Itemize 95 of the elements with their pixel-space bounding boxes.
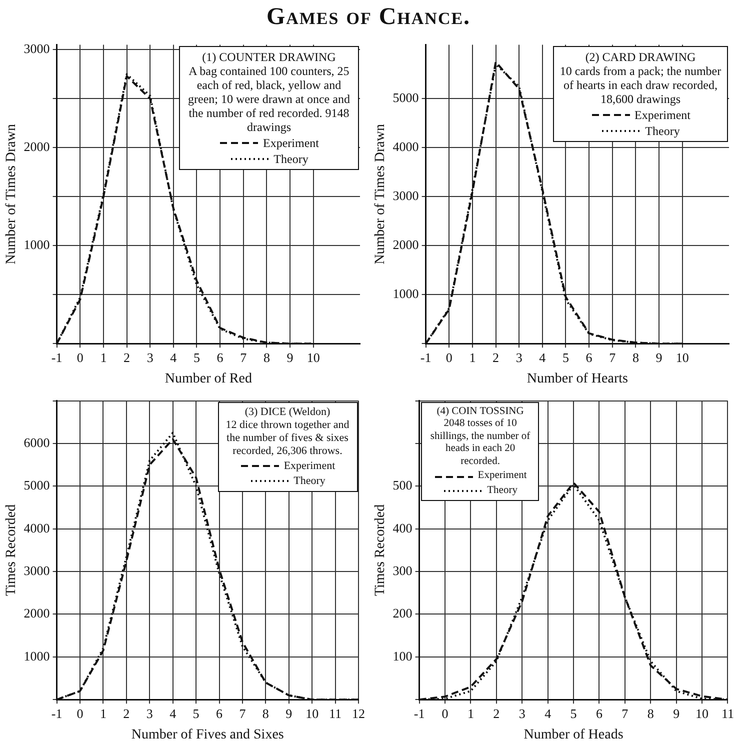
x-tick-label: 7 <box>622 706 629 721</box>
y-tick-label: 1000 <box>392 286 419 302</box>
annotation: (4) COIN TOSSING <box>436 406 525 418</box>
annotation: (2) CARD DRAWING <box>584 50 697 64</box>
x-tick-label: -1 <box>51 706 62 721</box>
x-tick-label: -1 <box>420 350 432 365</box>
x-axis-title: Number of Red <box>164 371 252 386</box>
y-axis-title: Number of Times Drawn <box>4 124 20 264</box>
x-tick-label: 1 <box>467 706 474 721</box>
y-tick-label: 4000 <box>392 139 419 154</box>
y-tick-label: 2000 <box>24 606 50 621</box>
x-tick-label: 8 <box>632 350 639 365</box>
annotation: A bag contained 100 counters, 25 each of red, black, yellow and green; 10 were drawn at once and the number of red recorded. 9148 drawings <box>187 64 351 134</box>
y-tick-label: 5000 <box>24 478 50 493</box>
x-tick-label: 0 <box>76 350 84 365</box>
x-tick-label: 5 <box>193 350 200 365</box>
y-tick-label: 500 <box>392 478 412 493</box>
x-tick-label: 5 <box>570 706 577 721</box>
x-tick-label: 1 <box>469 350 476 365</box>
x-axis-title: Number of Fives and Sixes <box>131 727 284 742</box>
legend-label: Experiment <box>478 470 527 483</box>
y-tick-label: 200 <box>392 606 412 621</box>
x-tick-label: 10 <box>306 706 319 721</box>
x-tick-label: 2 <box>492 350 500 365</box>
x-tick-label: 12 <box>352 706 365 721</box>
y-tick-label: 1000 <box>24 237 50 252</box>
y-tick-label: 2000 <box>392 237 419 252</box>
x-tick-label: 2 <box>493 706 500 721</box>
x-tick-label: 5 <box>192 706 200 721</box>
x-tick-label: 4 <box>544 706 552 721</box>
x-axis-title: Number of Hearts <box>526 371 628 386</box>
x-tick-label: 10 <box>306 350 320 365</box>
x-tick-label: 2 <box>123 706 130 721</box>
legend-label: Experiment <box>634 108 690 122</box>
x-tick-label: 9 <box>286 706 292 721</box>
x-tick-label: 5 <box>562 350 569 365</box>
x-tick-label: 4 <box>170 350 178 365</box>
annotation: (1) COUNTER DRAWING <box>201 50 337 64</box>
y-tick-label: 4000 <box>24 520 50 536</box>
y-tick-label: 6000 <box>24 434 50 450</box>
y-tick-label: 2000 <box>24 139 50 154</box>
x-tick-label: 0 <box>442 706 448 721</box>
annotation: 12 dice thrown together and the number of fives & sixes recorded, 26,306 throws. <box>224 418 350 458</box>
y-axis-title: Number of Times Drawn <box>373 124 388 264</box>
x-tick-label: 7 <box>609 350 616 365</box>
x-tick-label: 3 <box>516 350 522 365</box>
x-tick-label: 7 <box>239 706 246 721</box>
chart-title: Games of Chance. <box>265 3 472 32</box>
x-tick-label: -1 <box>414 706 425 721</box>
x-tick-label: 1 <box>100 706 106 721</box>
x-tick-label: 9 <box>286 350 294 365</box>
x-axis-title: Number of Heads <box>524 727 624 742</box>
x-tick-label: 3 <box>518 706 526 721</box>
x-tick-label: 9 <box>673 706 680 721</box>
legend-label: Experiment <box>263 136 319 150</box>
x-tick-label: 6 <box>586 350 593 365</box>
y-tick-label: 3000 <box>24 562 50 578</box>
x-tick-label: 10 <box>696 706 709 721</box>
legend-label: Theory <box>487 484 518 498</box>
x-tick-label: -1 <box>51 350 62 365</box>
x-tick-label: 0 <box>446 350 452 365</box>
x-tick-label: 10 <box>676 350 689 365</box>
y-tick-label: 300 <box>392 562 412 578</box>
y-tick-label: 100 <box>392 648 412 664</box>
y-tick-label: 5000 <box>392 90 419 106</box>
x-tick-label: 6 <box>216 350 224 365</box>
x-tick-label: 3 <box>146 350 154 365</box>
x-tick-label: 2 <box>124 350 130 365</box>
x-tick-label: 1 <box>100 350 107 365</box>
legend-label: Experiment <box>284 460 336 473</box>
y-axis-title: Times Recorded <box>4 504 20 596</box>
x-tick-label: 9 <box>656 350 662 365</box>
y-tick-label: 1000 <box>24 648 50 664</box>
x-tick-label: 11 <box>721 706 734 721</box>
y-tick-label: 400 <box>392 520 412 536</box>
y-tick-label: 3000 <box>24 41 50 56</box>
x-tick-label: 0 <box>76 706 84 721</box>
x-tick-label: 8 <box>262 706 269 721</box>
annotation: 2048 tosses of 10 shillings, the number of heads in each 20 recorded. <box>429 418 532 468</box>
x-tick-label: 6 <box>216 706 224 721</box>
x-tick-label: 3 <box>146 706 153 721</box>
legend-label: Theory <box>294 474 326 488</box>
x-tick-label: 8 <box>263 350 270 365</box>
x-tick-label: 4 <box>539 350 546 365</box>
x-tick-label: 11 <box>329 706 342 721</box>
annotation: 10 cards from a pack; the number of hearts in each draw recorded, 18,600 drawings <box>558 64 722 106</box>
y-tick-label: 3000 <box>392 188 419 204</box>
annotation: (3) DICE (Weldon) <box>244 406 332 419</box>
x-tick-label: 7 <box>240 350 248 365</box>
legend-label: Theory <box>645 124 680 138</box>
x-tick-label: 8 <box>647 706 654 721</box>
legend-label: Theory <box>274 152 308 166</box>
x-tick-label: 4 <box>170 706 177 721</box>
x-tick-label: 6 <box>596 706 603 721</box>
y-axis-title: Times Recorded <box>373 504 388 596</box>
